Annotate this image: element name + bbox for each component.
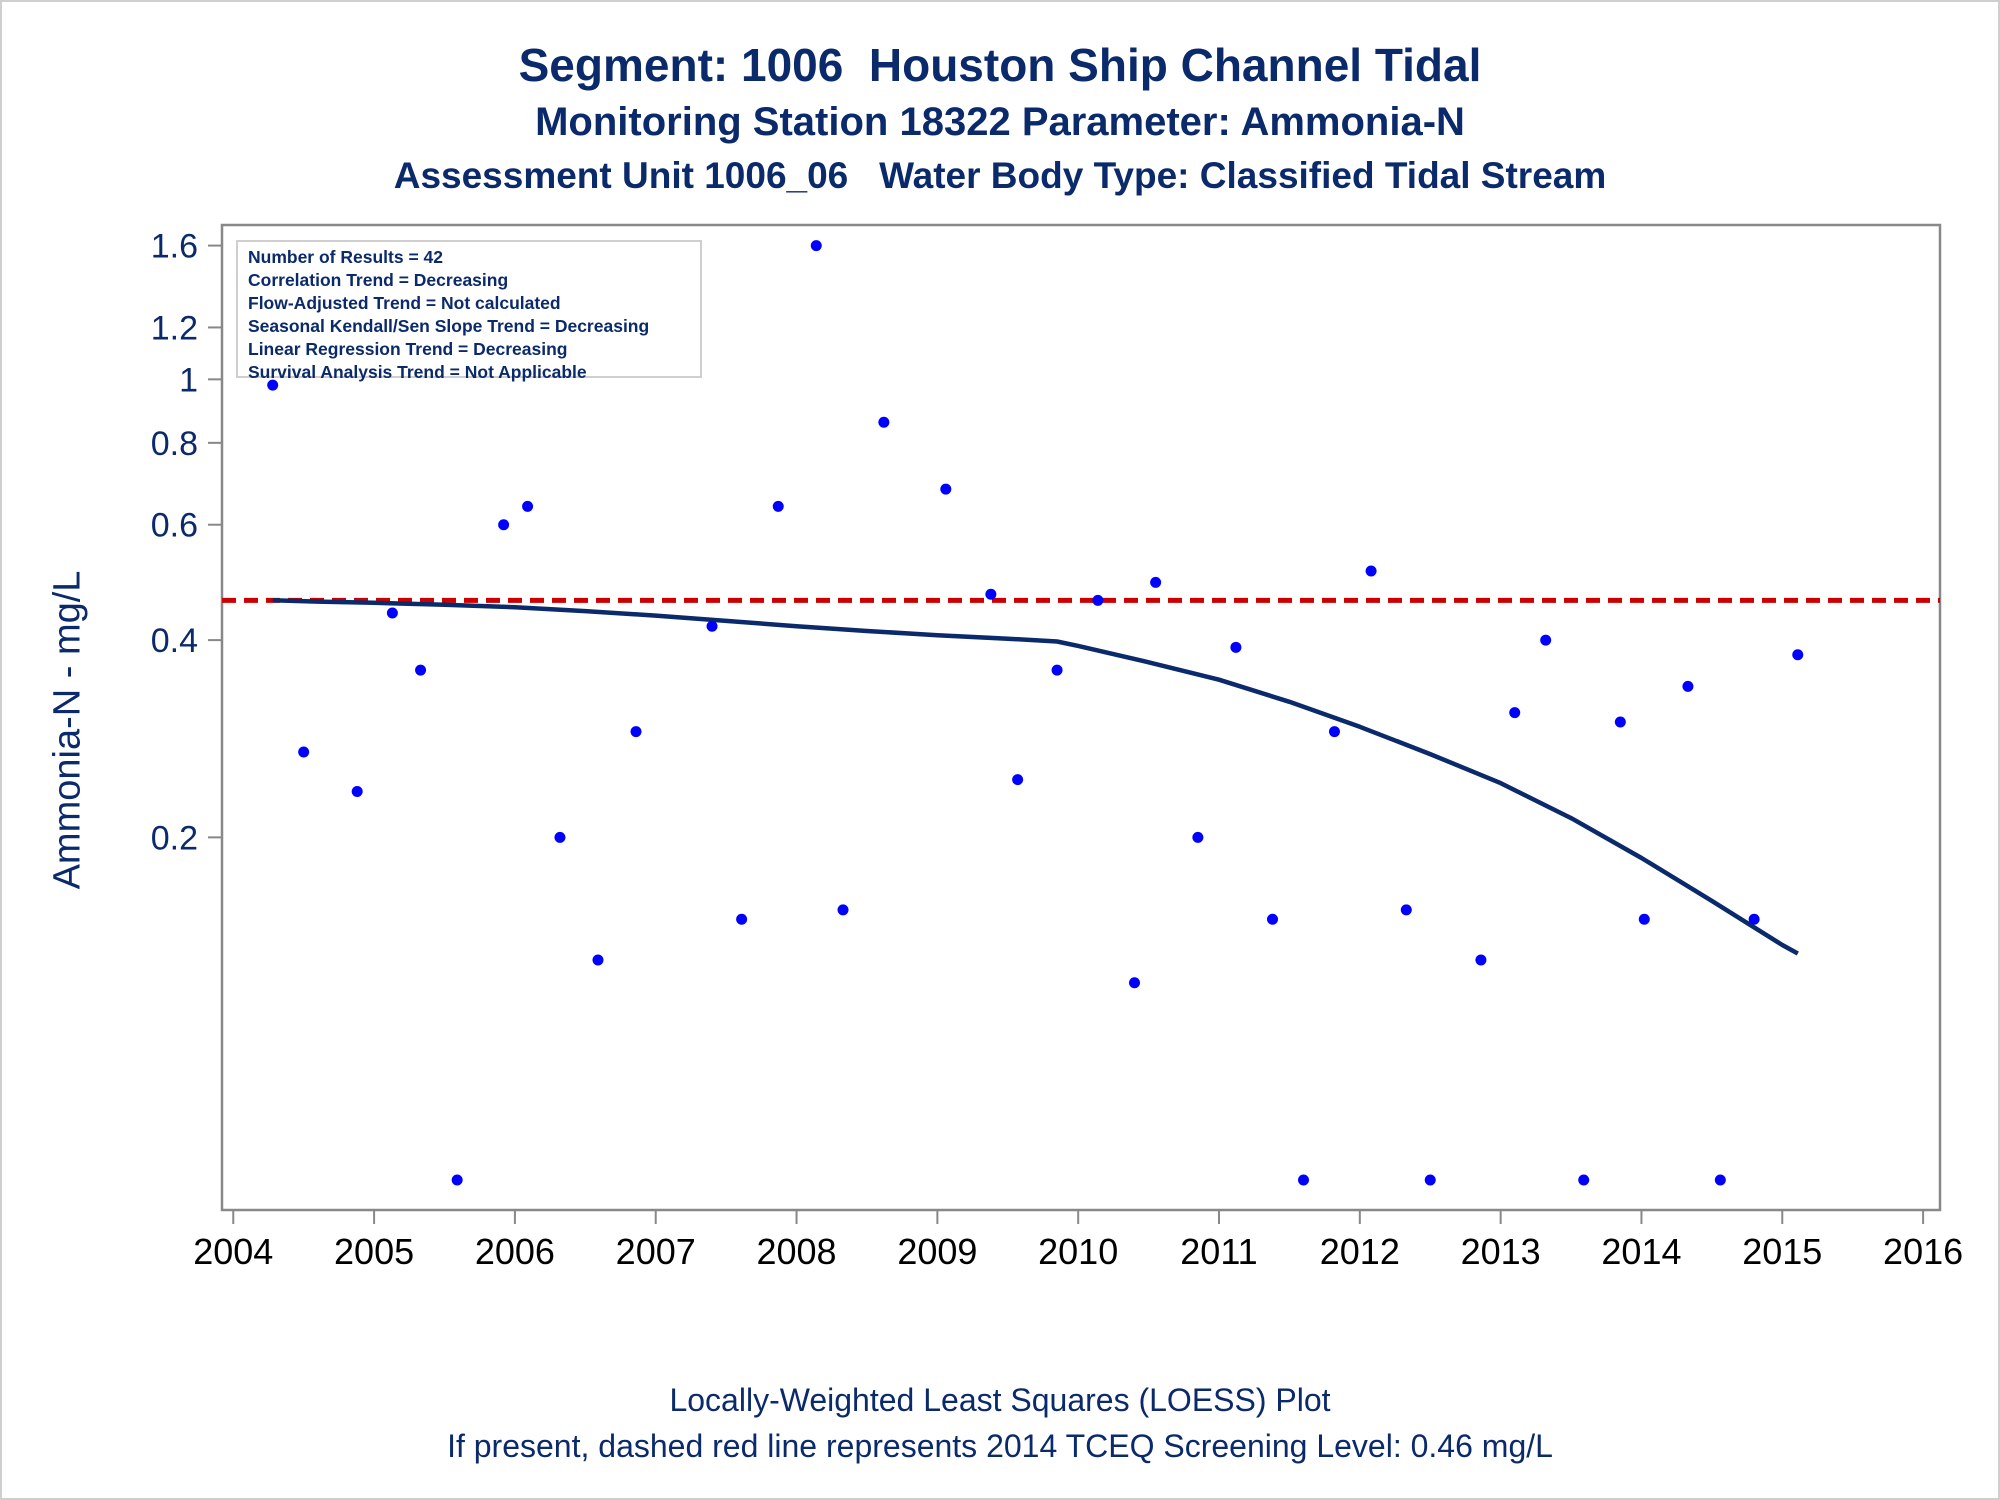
data-point <box>1297 1174 1309 1186</box>
footer-screening-note: If present, dashed red line represents 2… <box>447 1428 1553 1464</box>
data-point <box>267 379 279 391</box>
x-tick-label: 2014 <box>1601 1231 1681 1272</box>
data-point <box>1614 716 1626 728</box>
data-point <box>1365 565 1377 577</box>
data-point <box>386 607 398 619</box>
data-point <box>1578 1174 1590 1186</box>
data-point <box>351 785 363 797</box>
data-point <box>736 913 748 925</box>
data-point <box>810 240 822 252</box>
data-point <box>1129 977 1141 989</box>
data-point <box>522 500 534 512</box>
data-point <box>592 954 604 966</box>
x-tick-label: 2012 <box>1320 1231 1400 1272</box>
data-point <box>1092 594 1104 606</box>
data-point <box>1714 1174 1726 1186</box>
chart-subtitle-assessment: Assessment Unit 1006_06 Water Body Type:… <box>393 155 1607 196</box>
data-point <box>298 746 310 758</box>
y-tick-label: 0.6 <box>151 507 198 545</box>
x-tick-label: 2006 <box>475 1231 555 1272</box>
data-point <box>985 588 997 600</box>
y-tick-label: 1 <box>179 361 198 399</box>
info-seasonal-kendall-trend: Seasonal Kendall/Sen Slope Trend = Decre… <box>248 316 650 336</box>
data-point <box>1192 831 1204 843</box>
data-point <box>554 831 566 843</box>
data-point <box>772 500 784 512</box>
x-tick-label: 2009 <box>897 1231 977 1272</box>
x-tick-label: 2011 <box>1180 1231 1257 1272</box>
data-point <box>1748 913 1760 925</box>
data-point <box>451 1174 463 1186</box>
y-tick-label: 1.2 <box>151 309 198 347</box>
info-flow-adjusted-trend: Flow-Adjusted Trend = Not calculated <box>248 293 561 313</box>
data-point <box>1638 913 1650 925</box>
info-linear-regression-trend: Linear Regression Trend = Decreasing <box>248 339 568 359</box>
data-point <box>498 519 510 531</box>
data-point <box>1150 576 1162 588</box>
x-tick-label: 2016 <box>1883 1231 1963 1272</box>
x-tick-label: 2013 <box>1461 1231 1541 1272</box>
x-tick-label: 2007 <box>616 1231 696 1272</box>
plot-border <box>220 223 1942 1212</box>
x-tick-label: 2004 <box>193 1231 273 1272</box>
data-point <box>1267 913 1279 925</box>
chart-title: Segment: 1006 Houston Ship Channel Tidal <box>518 39 1482 91</box>
data-point <box>940 483 952 495</box>
data-point <box>837 904 849 916</box>
data-point <box>1051 664 1063 676</box>
chart-subtitle-station: Monitoring Station 18322 Parameter: Ammo… <box>535 100 1465 144</box>
data-point <box>1475 954 1487 966</box>
x-tick-label: 2005 <box>334 1231 414 1272</box>
x-tick-label: 2008 <box>756 1231 836 1272</box>
y-tick-label: 1.6 <box>151 228 198 266</box>
y-tick-label: 0.4 <box>151 622 198 660</box>
data-point <box>1509 707 1521 719</box>
y-tick-label: 0.2 <box>151 819 198 857</box>
loess-curve <box>272 598 1799 956</box>
data-point <box>1328 726 1340 738</box>
data-point <box>878 416 890 428</box>
info-number-of-results: Number of Results = 42 <box>248 247 443 267</box>
x-tick-label: 2010 <box>1038 1231 1118 1272</box>
data-point <box>1230 641 1242 653</box>
data-point <box>706 620 718 632</box>
info-survival-analysis-trend: Survival Analysis Trend = Not Applicable <box>248 362 587 382</box>
data-point <box>1400 904 1412 916</box>
data-point <box>415 664 427 676</box>
data-point <box>1012 774 1024 786</box>
data-point <box>1682 680 1694 692</box>
data-point <box>630 726 642 738</box>
trend-info-box: Number of Results = 42 Correlation Trend… <box>236 240 702 382</box>
data-point <box>1540 634 1552 646</box>
data-point <box>1424 1174 1436 1186</box>
x-tick-label: 2015 <box>1742 1231 1822 1272</box>
data-point <box>1792 649 1804 661</box>
footer-plot-type: Locally-Weighted Least Squares (LOESS) P… <box>669 1382 1331 1418</box>
info-correlation-trend: Correlation Trend = Decreasing <box>248 270 509 290</box>
y-tick-label: 0.8 <box>151 425 198 463</box>
